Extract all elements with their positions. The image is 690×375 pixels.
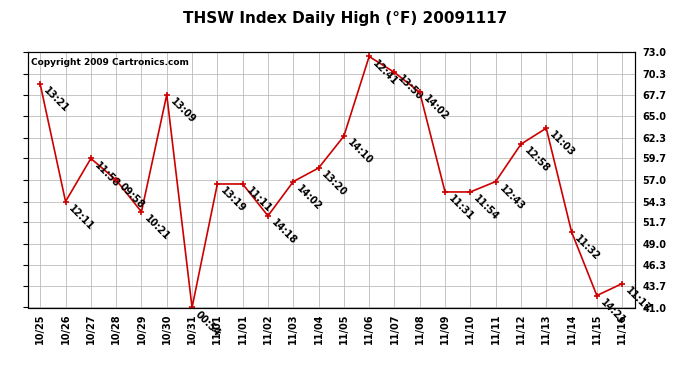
Text: 11:31: 11:31 — [446, 194, 475, 222]
Text: 09:58: 09:58 — [117, 182, 146, 210]
Text: 00:54: 00:54 — [193, 309, 222, 338]
Text: 12:41: 12:41 — [371, 58, 400, 87]
Text: 11:32: 11:32 — [573, 233, 602, 262]
Text: 14:02: 14:02 — [295, 183, 324, 212]
Text: 11:54: 11:54 — [472, 194, 501, 222]
Text: 14:21: 14:21 — [598, 297, 627, 326]
Text: 13:21: 13:21 — [41, 86, 70, 115]
Text: 14:18: 14:18 — [269, 217, 298, 246]
Text: 11:58: 11:58 — [92, 160, 121, 189]
Text: 13:09: 13:09 — [168, 96, 197, 125]
Text: 11:11: 11:11 — [244, 185, 273, 214]
Text: 12:43: 12:43 — [497, 183, 526, 212]
Text: 14:02: 14:02 — [421, 94, 450, 123]
Text: 11:17: 11:17 — [624, 285, 653, 314]
Text: 13:20: 13:20 — [320, 170, 349, 198]
Text: THSW Index Daily High (°F) 20091117: THSW Index Daily High (°F) 20091117 — [183, 11, 507, 26]
Text: 12:58: 12:58 — [522, 146, 551, 175]
Text: 10:21: 10:21 — [143, 213, 172, 242]
Text: 11:03: 11:03 — [548, 130, 577, 159]
Text: 13:19: 13:19 — [219, 185, 248, 214]
Text: 13:50: 13:50 — [396, 74, 425, 103]
Text: 12:11: 12:11 — [67, 203, 96, 232]
Text: Copyright 2009 Cartronics.com: Copyright 2009 Cartronics.com — [30, 58, 188, 67]
Text: 14:10: 14:10 — [345, 138, 374, 166]
